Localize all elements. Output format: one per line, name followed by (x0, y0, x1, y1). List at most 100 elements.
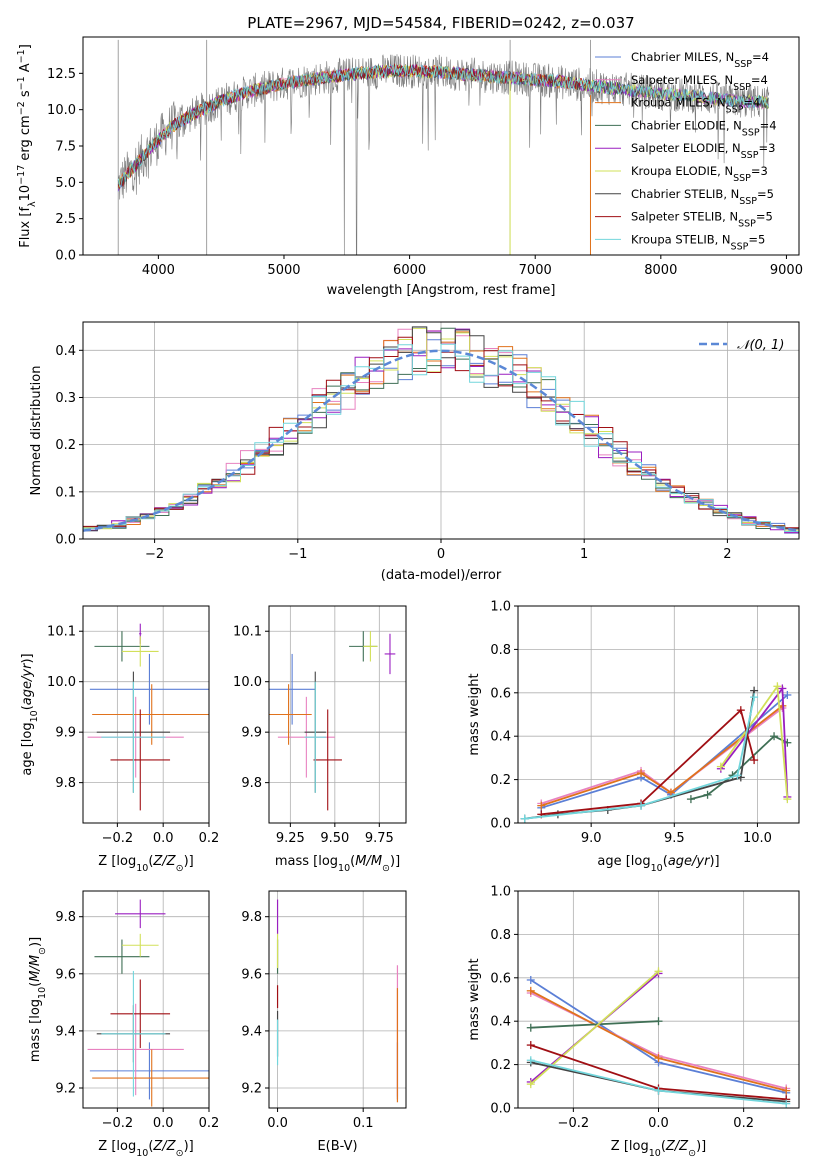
x-tick-label: 5000 (267, 263, 300, 278)
y-tick-label: 0.2 (55, 438, 76, 453)
x-tick-label: 6000 (393, 263, 426, 278)
y-tick-label: 2.5 (55, 212, 76, 227)
x-tick-label: 9.25 (276, 831, 305, 846)
y-axis-label: Flux [fλ10−17 erg cm−2 s−1 A−1] (16, 44, 38, 248)
x-tick-label: 0.2 (199, 1116, 220, 1131)
mass-vs-metallicity-panel: −0.2 0.0 0.2 9.2 9.4 9.6 9.8 Z [log10(Z/Z⊙)] mas… (28, 890, 220, 1159)
y-tick-label: 0.0 (55, 533, 76, 548)
y-tick-label: 0.4 (490, 730, 511, 745)
x-axis-label: E(B-V) (317, 1139, 357, 1154)
chart-title: PLATE=2967, MJD=54584, FIBERID=0242, z=0… (247, 14, 634, 32)
y-tick-label: 9.4 (241, 1024, 262, 1039)
weight-marker (654, 1017, 663, 1026)
axes-frame (268, 605, 407, 824)
y-tick-label: 10.0 (47, 675, 76, 690)
x-tick-label: 0.2 (199, 831, 220, 846)
weight-line-salp-stelib (541, 708, 755, 816)
x-tick-label: 9.5 (664, 831, 685, 846)
y-tick-label: 10.1 (47, 625, 76, 640)
y-tick-label: 9.2 (55, 1082, 76, 1097)
weight-line-chab-elodie (530, 1020, 659, 1029)
y-axis-label: age [log10(age/yr)] (20, 653, 40, 775)
weight-marker (782, 1099, 791, 1108)
weight-marker (783, 690, 792, 699)
x-tick-label: 0.1 (353, 1116, 374, 1131)
x-tick-label: −0.2 (102, 831, 134, 846)
y-tick-label: 12.5 (47, 67, 76, 82)
x-tick-label: 9.75 (365, 831, 394, 846)
y-tick-label: 0.4 (490, 1015, 511, 1030)
legend-entry: 𝒩(0, 1) (737, 338, 784, 353)
y-axis-label: mass [log10(M/M⊙)] (28, 937, 48, 1062)
x-tick-label: 10.0 (743, 831, 772, 846)
axes-frame (82, 605, 210, 824)
y-tick-label: 10.0 (233, 675, 262, 690)
y-tick-label: 10.0 (47, 103, 76, 118)
weight-marker (736, 706, 745, 715)
axes-frame (82, 36, 800, 256)
plot-area (117, 39, 770, 255)
y-tick-label: 0.8 (490, 643, 511, 658)
x-axis-label: Z [log10(Z/Z⊙)] (98, 1139, 193, 1159)
y-tick-label: 9.6 (241, 967, 262, 982)
x-tick-label: 0.0 (153, 1116, 174, 1131)
weight-marker (537, 801, 546, 810)
y-axis-label: mass weight (467, 958, 482, 1040)
x-tick-label: −1 (288, 547, 307, 562)
weight-marker (526, 986, 535, 995)
y-tick-label: 5.0 (55, 176, 76, 191)
weight-line-chab-miles (541, 694, 788, 809)
y-tick-label: 0.1 (55, 485, 76, 500)
weight-vs-metallicity-panel: −0.2 0.0 0.2 0.0 0.2 0.4 0.6 0.8 1.0 Z [log10(Z/Z… (467, 885, 800, 1159)
y-tick-label: 0.4 (55, 344, 76, 359)
plot-area (87, 899, 209, 1107)
legend-entry: Chabrier MILES, NSSP=4 (631, 50, 769, 70)
y-axis-label: Normed distribution (29, 366, 44, 496)
y-tick-label: 9.6 (55, 967, 76, 982)
y-tick-label: 0.0 (490, 1102, 511, 1117)
observed-spectrum-line (117, 54, 770, 255)
weight-marker (637, 769, 646, 778)
weight-marker (733, 771, 742, 780)
plot-area (276, 899, 399, 1103)
legend-entry: Chabrier ELODIE, NSSP=4 (631, 118, 777, 138)
y-tick-label: 9.8 (55, 776, 76, 791)
y-tick-label: 9.9 (55, 726, 76, 741)
y-tick-label: 0.2 (490, 773, 511, 788)
plot-area (520, 682, 792, 823)
age-vs-metallicity-panel: −0.2 0.0 0.2 9.8 9.9 10.0 10.1 Z [log10(Z/Z⊙)] a… (20, 605, 220, 874)
axes-frame (517, 605, 800, 824)
weight-marker (526, 1056, 535, 1065)
x-axis-label: Z [log10(Z/Z⊙)] (611, 1139, 706, 1159)
x-tick-label: 9000 (770, 263, 803, 278)
x-axis-label: Z [log10(Z/Z⊙)] (98, 854, 193, 874)
weight-marker (703, 790, 712, 799)
y-tick-label: 9.9 (241, 726, 262, 741)
plot-area (269, 631, 396, 811)
spectrum-panel: 4000 5000 6000 7000 8000 9000 0.0 2.5 5.0 7.5 10.0… (16, 14, 803, 298)
weight-vs-age-panel: 9.0 9.5 10.0 0.0 0.2 0.4 0.6 0.8 1.0 age [log10(a… (467, 600, 800, 874)
y-tick-label: 0.2 (490, 1058, 511, 1073)
weight-marker (520, 814, 529, 823)
x-tick-label: 9.50 (320, 831, 349, 846)
axes-frame (268, 890, 407, 1109)
x-tick-label: 7000 (519, 263, 552, 278)
y-tick-label: 1.0 (490, 600, 511, 615)
plot-area (526, 967, 791, 1108)
x-tick-label: 0.0 (648, 1116, 669, 1131)
legend-entry: Chabrier STELIB, NSSP=5 (631, 187, 774, 207)
residuals-panel: −2 −1 0 1 2 0.0 0.1 0.2 0.3 0.4 𝒩(0, 1) (data-model… (29, 321, 800, 583)
y-tick-label: 9.4 (55, 1024, 76, 1039)
x-tick-label: −0.2 (102, 1116, 134, 1131)
y-tick-label: 0.3 (55, 391, 76, 406)
weight-marker (637, 801, 646, 810)
x-tick-label: −2 (145, 547, 164, 562)
weight-marker (654, 1086, 663, 1095)
x-axis-label: mass [log10(M/M⊙)] (275, 854, 400, 874)
y-tick-label: 0.6 (490, 686, 511, 701)
histogram-krou-stelib (83, 343, 799, 539)
legend-entry: Salpeter MILES, NSSP=4 (631, 73, 768, 93)
x-tick-label: −0.2 (558, 1116, 590, 1131)
x-tick-label: 0.2 (733, 1116, 754, 1131)
y-tick-label: 7.5 (55, 140, 76, 155)
